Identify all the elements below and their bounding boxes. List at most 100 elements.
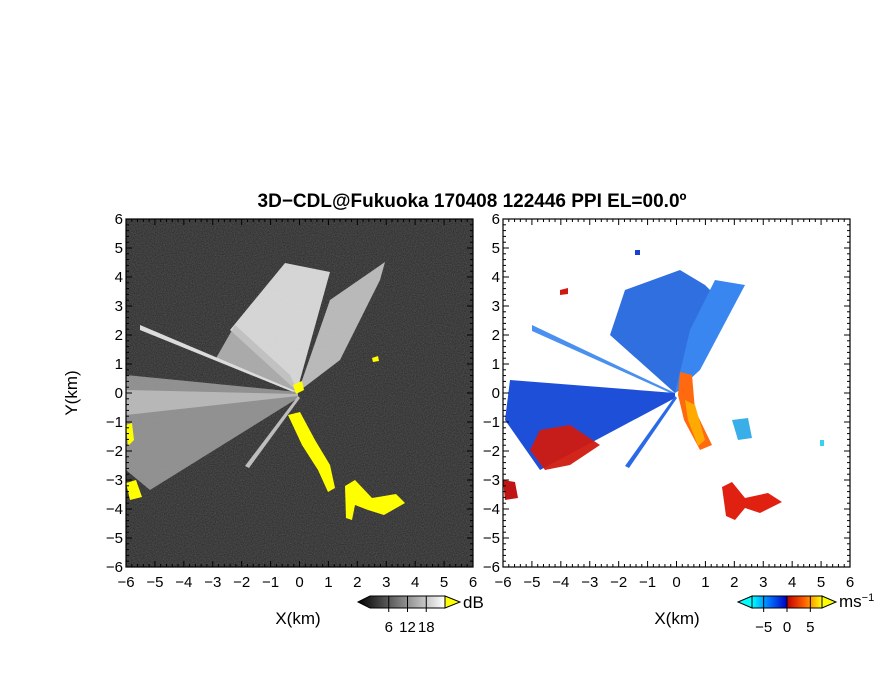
intensity-x-tick-label: 2 [353,574,361,591]
intensity-colorbar-tick-label: 12 [399,619,416,636]
strong-echo-3 [126,423,134,446]
intensity-x-tick-label: −4 [175,574,192,591]
velocity-x-label: X(km) [654,609,699,628]
velocity-y-tick-label: 3 [492,298,500,315]
intensity-y-tick-label: −5 [106,530,123,547]
velocity-x-tick-label: −6 [494,574,511,591]
velocity-x-tick-label: −1 [639,574,656,591]
velocity-x-tick-label: −2 [610,574,627,591]
intensity-colorbar-bar [356,595,446,609]
vel-echo-e [732,418,752,440]
velocity-y-tick-label: 1 [492,356,500,373]
intensity-x-tick-label: −3 [204,574,221,591]
intensity-x-tick-label: 5 [440,574,448,591]
velocity-x-tick-label: −3 [581,574,598,591]
velocity-x-tick-label: 3 [759,574,767,591]
velocity-ticks [502,218,851,568]
echo-core-w [126,390,298,415]
intensity-y-tick-label: 3 [115,298,123,315]
velocity-y-tick-label: −3 [483,472,500,489]
intensity-x-tick-label: −1 [262,574,279,591]
intensity-y-tick-label: 2 [115,327,123,344]
intensity-y-tick-label: 6 [115,211,123,228]
vel-echo-speck-3 [820,440,824,446]
intensity-x-tick-label: −2 [233,574,250,591]
velocity-y-tick-labels: −6 −5 −4 −3 −2 −1 0 1 2 3 4 5 6 [483,211,500,576]
velocity-x-tick-label: 1 [701,574,709,591]
intensity-y-tick-label: −1 [106,414,123,431]
echo-sector-n [230,263,330,392]
velocity-y-tick-label: 4 [492,269,500,286]
intensity-y-tick-label: 0 [115,385,123,402]
intensity-colorbar: 6 12 18 dB [356,593,484,636]
intensity-x-tick-label: 3 [382,574,390,591]
intensity-x-label: X(km) [275,609,320,628]
intensity-y-tick-labels: −6 −5 −4 −3 −2 −1 0 1 2 3 4 5 6 [106,211,123,576]
intensity-ticks [125,218,474,568]
velocity-colorbar-tick-label: −5 [755,619,772,636]
intensity-x-tick-label: 6 [469,574,477,591]
intensity-y-tick-label: −3 [106,472,123,489]
chart-title: 3D−CDL@Fukuoka 170408 122446 PPI EL=00.0… [258,191,687,212]
velocity-y-tick-label: −6 [483,559,500,576]
intensity-panel: −6 −5 −4 −3 −2 −1 0 1 2 3 4 5 6 −6−5−4−3−2−10123456 … [62,211,477,628]
velocity-x-tick-label: 4 [788,574,796,591]
intensity-x-tick-label: 4 [411,574,419,591]
vel-echo-speck-1 [560,288,568,295]
velocity-image [503,219,850,567]
velocity-y-tick-label: 0 [492,385,500,402]
velocity-x-tick-labels: −6 −5 −4 −3 −2 −1 0 1 2 3 4 5 6 [494,574,854,591]
velocity-y-tick-label: −5 [483,530,500,547]
velocity-y-tick-label: −1 [483,414,500,431]
intensity-x-tick-label: −6 [117,574,134,591]
intensity-y-tick-label: −2 [106,443,123,460]
echo-sector-ne [298,262,385,392]
intensity-y-tick-label: 4 [115,269,123,286]
intensity-x-tick-label: 0 [295,574,303,591]
intensity-x-tick-label: −5 [146,574,163,591]
intensity-x-tick-label: 1 [324,574,332,591]
intensity-x-tick-labels: −6 −5 −4 −3 −2 −1 0 1 2 3 4 5 6 [117,574,477,591]
intensity-image [126,219,473,567]
echo-beam-ssw [245,396,300,468]
vel-echo-speck-2 [635,250,640,255]
velocity-x-tick-label: −5 [523,574,540,591]
velocity-colorbar-under [736,595,753,609]
velocity-y-tick-label: −4 [483,501,500,518]
intensity-y-tick-label: −6 [106,559,123,576]
velocity-x-tick-label: 2 [730,574,738,591]
strong-echo-6 [372,356,379,362]
velocity-colorbar-tick-label: 5 [806,619,814,636]
vel-echo-w [503,480,518,500]
vel-beam-ssw [625,396,677,468]
intensity-colorbar-ticks: 6 12 18 [385,596,435,636]
strong-echo-4 [126,480,142,500]
velocity-y-tick-label: −2 [483,443,500,460]
velocity-colorbar-tick-label: 0 [783,619,791,636]
vel-beam-wnw [532,325,675,395]
intensity-y-tick-label: 5 [115,240,123,257]
velocity-colorbar-unit: ms−1 [839,592,874,611]
velocity-y-tick-label: 5 [492,240,500,257]
echo-beam-wnw [140,325,298,394]
intensity-colorbar-tick-label: 18 [418,619,435,636]
echo-sector-nw [215,325,298,392]
vel-echo-se [722,482,782,520]
intensity-y-tick-label: 1 [115,356,123,373]
vel-sector-ne [675,280,745,393]
velocity-x-tick-label: 0 [672,574,680,591]
velocity-panel: −6 −5 −4 −3 −2 −1 0 1 2 3 4 5 6 −6−5−4−3−2−10123456 … [483,211,854,628]
vel-receding-w [530,425,600,470]
intensity-colorbar-over [444,595,462,609]
velocity-y-tick-label: 2 [492,327,500,344]
intensity-colorbar-tick-label: 6 [385,619,393,636]
strong-echo-2 [345,480,405,520]
velocity-colorbar-over [821,595,838,609]
velocity-x-tick-label: 6 [846,574,854,591]
velocity-y-tick-label: 6 [492,211,500,228]
velocity-x-tick-label: 5 [817,574,825,591]
velocity-colorbar-ticks: −5 0 5 [755,596,815,636]
intensity-y-label: Y(km) [62,370,81,415]
strong-echo-1 [288,412,335,492]
